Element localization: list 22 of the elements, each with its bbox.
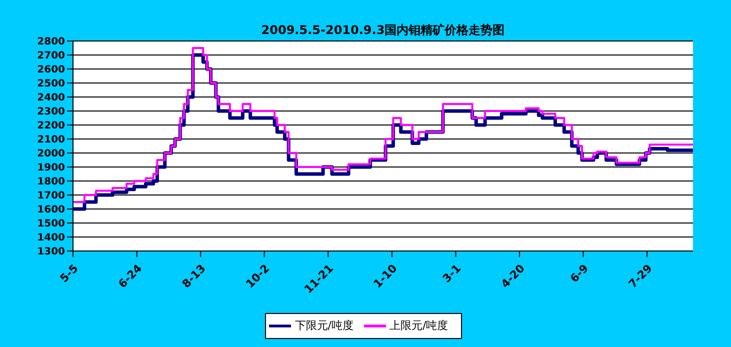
- y-tick-label: 2700: [37, 50, 66, 62]
- y-tick-label: 2200: [37, 120, 66, 132]
- y-tick-label: 2400: [37, 92, 66, 104]
- x-tick-label: 6-9: [568, 262, 592, 286]
- y-tick-label: 2800: [37, 36, 66, 48]
- y-tick-label: 2100: [37, 134, 66, 146]
- y-tick-label: 1900: [37, 162, 66, 174]
- legend-label: 下限元/吨度: [294, 319, 354, 332]
- x-tick-label: 3-1: [440, 262, 464, 286]
- legend-label: 上限元/吨度: [390, 319, 448, 332]
- y-tick-label: 2500: [37, 78, 66, 90]
- y-tick-label: 1300: [37, 246, 66, 258]
- chart-title: 2009.5.5-2010.9.3国内钼精矿价格走势图: [260, 22, 506, 38]
- y-tick-label: 1500: [37, 218, 66, 230]
- y-tick-label: 1700: [37, 190, 66, 202]
- y-tick-label: 2300: [37, 106, 66, 118]
- y-tick-label: 2600: [37, 64, 66, 76]
- y-tick-label: 1400: [37, 232, 66, 244]
- y-tick-label: 1800: [37, 176, 66, 188]
- y-tick-label: 1600: [37, 204, 66, 216]
- y-tick-label: 2000: [37, 148, 66, 160]
- x-tick-label: 5-5: [58, 262, 81, 286]
